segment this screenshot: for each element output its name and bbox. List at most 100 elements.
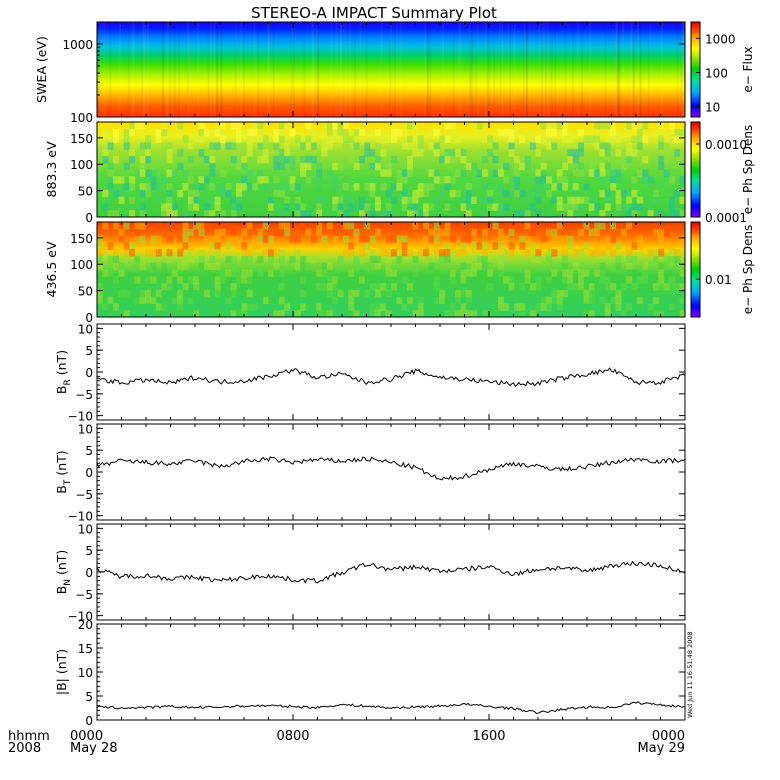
pad883-heatmap-cell xyxy=(631,189,638,198)
pad436-heatmap-cell xyxy=(497,303,504,311)
pad436-heatmap-cell xyxy=(166,283,173,291)
pad883-heatmap-cell xyxy=(284,149,291,157)
pad883-heatmap-cell xyxy=(294,203,301,211)
pad883-heatmap-cell xyxy=(326,122,333,130)
pad436-heatmap-cell xyxy=(187,249,194,257)
pad436-heatmap-cell xyxy=(134,228,141,237)
pad883-heatmap-cell xyxy=(369,183,376,191)
pad436-heatmap-cell xyxy=(284,222,291,230)
pad436-ylabel: 436.5 eV xyxy=(44,241,59,297)
pad436-heatmap-cell xyxy=(177,276,184,284)
pad436-heatmap-cell xyxy=(102,269,109,277)
pad436-heatmap-cell xyxy=(241,249,248,257)
pad436-heatmap-cell xyxy=(342,283,349,291)
pad436-heatmap-cell xyxy=(449,269,456,277)
pad883-heatmap-cell xyxy=(316,169,323,177)
pad883-heatmap-cell xyxy=(615,203,622,211)
swea-cb-tick-label: 10 xyxy=(705,101,720,115)
pad436-heatmap-cell xyxy=(562,249,568,257)
pad883-heatmap-cell xyxy=(305,122,312,130)
pad436-heatmap-cell xyxy=(396,242,403,250)
pad883-heatmap-cell xyxy=(235,142,242,150)
pad883-heatmap-cell xyxy=(246,183,253,191)
pad883-heatmap-cell xyxy=(610,176,617,184)
pad436-heatmap-cell xyxy=(497,235,504,243)
pad436-heatmap-cell xyxy=(348,303,355,311)
pad436-heatmap-cell xyxy=(636,303,643,311)
pad436-heatmap-cell xyxy=(433,283,440,291)
pad436-heatmap-cell xyxy=(123,249,130,257)
pad883-heatmap-cell xyxy=(642,169,649,177)
pad436-heatmap-cell xyxy=(107,255,114,264)
pad436-heatmap-cell xyxy=(316,283,323,291)
pad883-heatmap-cell xyxy=(391,183,397,191)
pad436-heatmap-cell xyxy=(604,235,611,243)
swea-heatmap-stripe xyxy=(335,22,338,117)
pad436-heatmap-cell xyxy=(583,283,590,291)
pad883-heatmap-cell xyxy=(289,162,296,171)
pad436-colorbar-label: e− Ph Sp Dens xyxy=(741,225,755,314)
pad883-heatmap-cell xyxy=(214,128,221,137)
pad436-heatmap-cell xyxy=(278,276,285,284)
pad436-heatmap-cell xyxy=(423,222,430,230)
pad436-heatmap-cell xyxy=(300,269,307,277)
pad883-heatmap-cell xyxy=(642,155,649,164)
swea-heatmap-stripe xyxy=(429,22,432,117)
pad883-heatmap-cell xyxy=(214,203,221,211)
pad883-heatmap-cell xyxy=(358,135,365,143)
pad883-heatmap-cell xyxy=(546,128,552,137)
pad883-heatmap-cell xyxy=(465,210,472,218)
pad436-heatmap-cell xyxy=(182,242,189,250)
pad883-heatmap-cell xyxy=(123,128,130,137)
pad436-heatmap-cell xyxy=(364,222,371,230)
pad436-heatmap-cell xyxy=(209,303,216,311)
pad883-heatmap-cell xyxy=(417,135,424,143)
pad436-heatmap-cell xyxy=(273,310,280,318)
pad883-heatmap-cell xyxy=(391,155,397,164)
pad883-heatmap-cell xyxy=(139,210,146,218)
pad883-heatmap-cell xyxy=(610,169,617,177)
pad436-heatmap-cell xyxy=(203,269,210,277)
pad436-heatmap-cell xyxy=(487,269,494,277)
pad436-heatmap-cell xyxy=(150,296,157,305)
pad436-heatmap-cell xyxy=(284,283,291,291)
pad436-heatmap-cell xyxy=(465,255,472,264)
pad436-heatmap-cell xyxy=(401,276,408,284)
pad436-heatmap-cell xyxy=(246,276,253,284)
pad436-heatmap-cell xyxy=(631,242,638,250)
pad436-heatmap-cell xyxy=(268,255,274,264)
pad436-heatmap-cell xyxy=(300,255,307,264)
pad436-heatmap-cell xyxy=(460,235,467,243)
pad436-heatmap-cell xyxy=(620,310,627,318)
pad436-heatmap-cell xyxy=(257,269,264,277)
swea-heatmap-stripe xyxy=(215,22,218,117)
pad883-heatmap-cell xyxy=(129,176,136,184)
pad436-heatmap-cell xyxy=(268,242,274,250)
pad883-heatmap-cell xyxy=(503,162,510,171)
pad436-heatmap-cell xyxy=(636,235,643,243)
pad883-heatmap-cell xyxy=(129,128,136,137)
pad883-heatmap-cell xyxy=(396,169,403,177)
pad436-heatmap-cell xyxy=(113,222,119,230)
pad883-heatmap-cell xyxy=(326,169,333,177)
pad436-heatmap-cell xyxy=(583,222,590,230)
pad883-heatmap-cell xyxy=(321,122,328,130)
pad436-heatmap-cell xyxy=(604,283,611,291)
pad436-heatmap-cell xyxy=(198,249,205,257)
pad436-heatmap-cell xyxy=(578,228,585,237)
pad883-heatmap-cell xyxy=(407,169,413,177)
swea-heatmap-stripe xyxy=(207,22,210,117)
pad883-heatmap-cell xyxy=(219,135,226,143)
pad436-heatmap-cell xyxy=(235,269,242,277)
pad883-heatmap-cell xyxy=(460,155,467,164)
pad436-heatmap-cell xyxy=(273,269,280,277)
pad883-heatmap-cell xyxy=(524,162,531,171)
pad436-heatmap-cell xyxy=(113,262,119,271)
pad883-heatmap-cell xyxy=(123,183,130,191)
swea-heatmap-stripe xyxy=(423,22,426,117)
pad436-heatmap-cell xyxy=(476,228,483,237)
pad436-heatmap-cell xyxy=(508,283,515,291)
pad436-heatmap-cell xyxy=(449,249,456,257)
pad436-heatmap-cell xyxy=(305,228,312,237)
pad883-heatmap-cell xyxy=(358,122,365,130)
